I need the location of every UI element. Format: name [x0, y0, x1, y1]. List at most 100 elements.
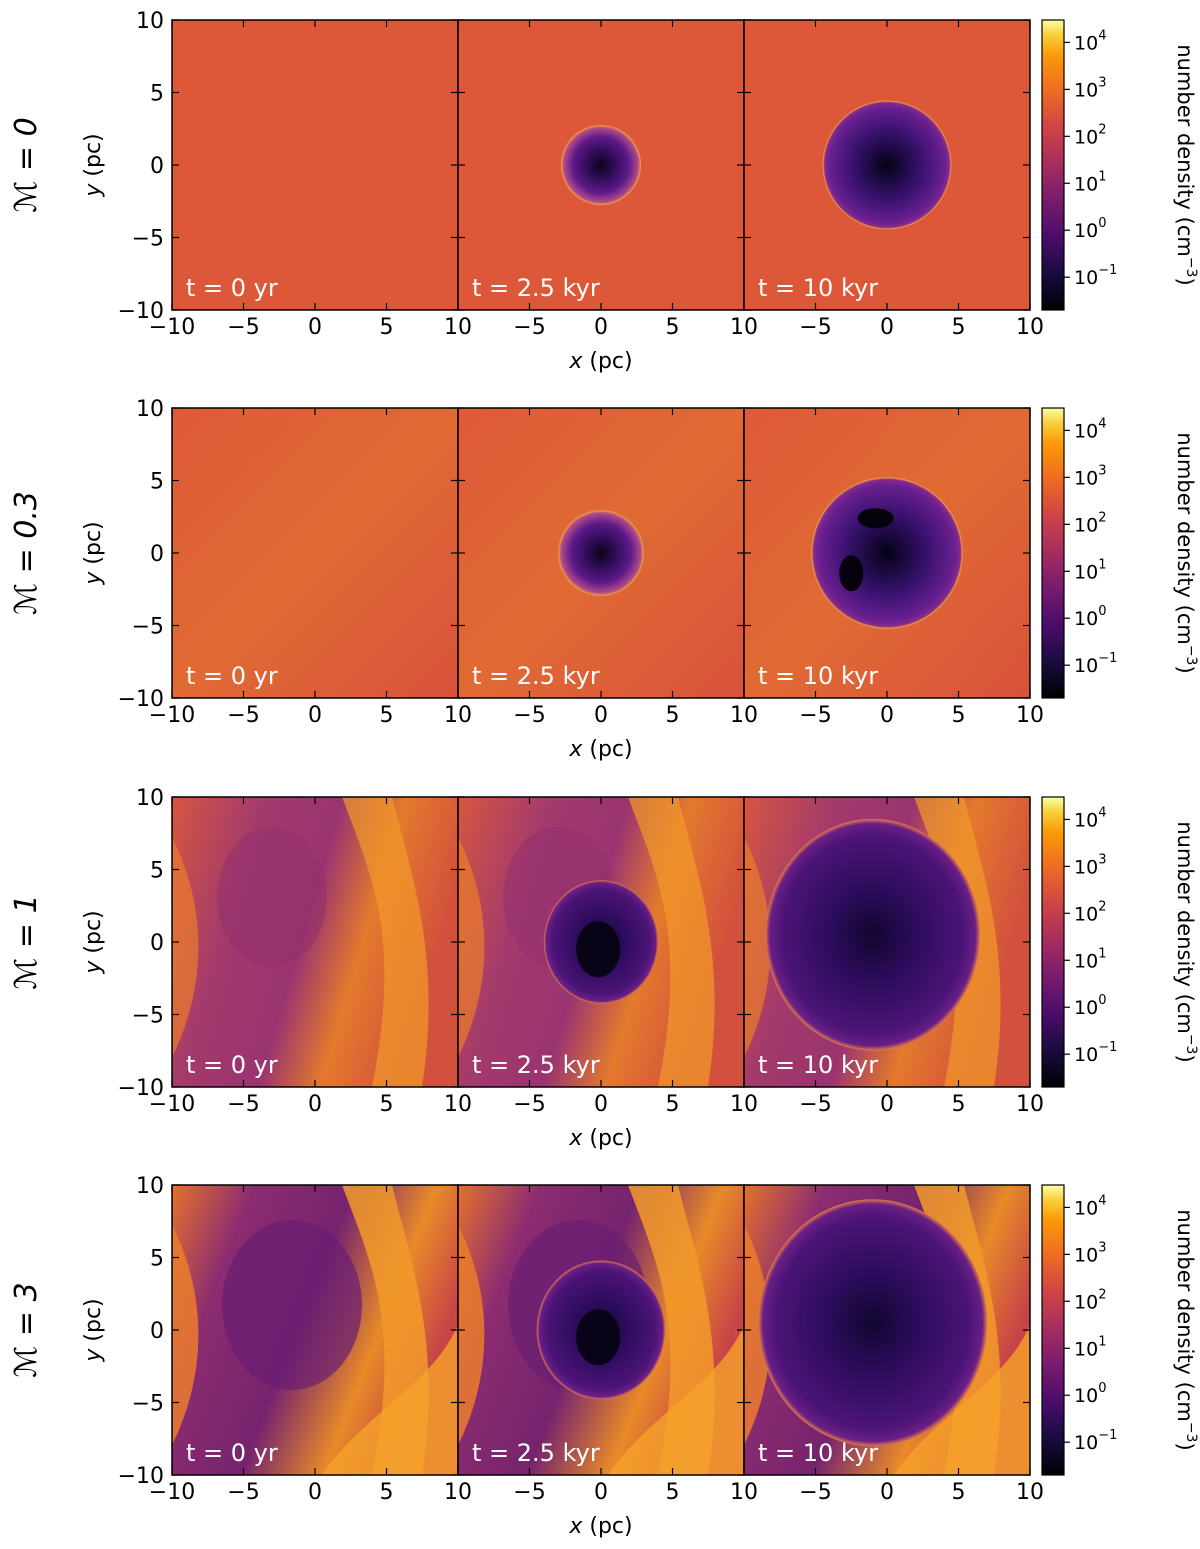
- colorbar-tick-label: 100: [1074, 604, 1106, 630]
- panel-image: [744, 797, 1030, 1087]
- colorbar-gradient: [1041, 796, 1065, 1088]
- y-axis-variable: y: [81, 960, 106, 975]
- y-axis-label: y (pc): [81, 910, 106, 974]
- y-axis-variable: y: [81, 183, 106, 198]
- x-axis-label: x (pc): [568, 1514, 632, 1539]
- colorbar-tick-label: 10−1: [1074, 1428, 1117, 1454]
- dense-filament: [744, 837, 771, 1057]
- x-tick-label: 10: [444, 315, 472, 340]
- x-tick-label: 0: [308, 315, 322, 340]
- dense-clump: [857, 508, 894, 529]
- wind-bubble: [558, 510, 644, 596]
- x-tick-label: 0: [594, 315, 608, 340]
- colorbar-tick-label: 104: [1074, 416, 1106, 442]
- wind-bubble: [811, 477, 963, 629]
- time-label: t = 2.5 kyr: [472, 1051, 600, 1079]
- x-axis-unit: (pc): [582, 737, 632, 762]
- x-tick-label: 5: [952, 703, 966, 728]
- x-tick-label: −10: [149, 703, 195, 728]
- y-axis-unit: (pc): [81, 1298, 106, 1348]
- colorbar-tick-label: 100: [1074, 1381, 1106, 1407]
- colorbar-tick-label: 10−1: [1074, 651, 1117, 677]
- x-axis-label: x (pc): [568, 737, 632, 762]
- y-tick-label: 5: [150, 470, 164, 495]
- x-tick-label: 10: [1016, 703, 1044, 728]
- wind-bubble: [758, 1199, 988, 1447]
- wind-bubble: [765, 818, 980, 1051]
- y-tick-label: −10: [118, 687, 164, 712]
- panel-image: [744, 1185, 1030, 1475]
- x-tick-label: −5: [513, 1480, 545, 1505]
- x-tick-label: 0: [594, 703, 608, 728]
- colorbar-gradient: [1041, 19, 1065, 311]
- panel: t = 10 kyr −5 0 5 10: [743, 407, 1044, 728]
- x-axis-variable: x: [568, 737, 583, 762]
- dense-filament: [894, 1325, 1030, 1475]
- time-label: t = 10 kyr: [758, 662, 878, 690]
- colorbar-tick-label: 102: [1074, 1287, 1106, 1313]
- x-tick-label: −5: [799, 1480, 831, 1505]
- y-tick-label: −5: [132, 1004, 164, 1029]
- low-density-cavity: [217, 827, 327, 967]
- x-tick-label: 10: [730, 1092, 758, 1117]
- y-tick-label: 0: [150, 931, 164, 956]
- panel: t = 0 yr −10 −5 0 5 10: [149, 407, 472, 728]
- x-tick-label: 5: [380, 1480, 394, 1505]
- x-tick-label: −5: [799, 1092, 831, 1117]
- row-2: ℳ = 1t = 0 yr−10 −5 0 5 10t = 2.5 kyr−5 0 5 10t…: [9, 786, 1199, 1151]
- x-tick-label: −5: [513, 1092, 545, 1117]
- x-tick-label: 5: [952, 1480, 966, 1505]
- x-tick-label: 10: [1016, 1092, 1044, 1117]
- y-axis-label: y (pc): [81, 521, 106, 585]
- row-1: ℳ = 0.3t = 0 yr−10 −5 0 5 10t = 2.5 kyr−5 0 5 1…: [9, 397, 1199, 762]
- x-tick-label: 5: [380, 315, 394, 340]
- x-axis-unit: (pc): [582, 1126, 632, 1151]
- time-label: t = 2.5 kyr: [472, 662, 600, 690]
- colorbar: 104 103 102 101 100 10−1 number density (cm−3): [1041, 796, 1199, 1088]
- row-0: ℳ = 0t = 0 yr−10 −5 0 5 10t = 2.5 kyr−5 0 5 10t…: [9, 9, 1199, 374]
- y-tick-label: −10: [118, 299, 164, 324]
- x-tick-label: −5: [227, 703, 259, 728]
- panel-image: [172, 797, 458, 1087]
- dense-clump: [839, 555, 864, 592]
- x-tick-label: 10: [444, 1480, 472, 1505]
- x-tick-label: 0: [880, 1092, 894, 1117]
- x-tick-label: −5: [227, 1480, 259, 1505]
- colorbar-tick-label: 103: [1074, 463, 1106, 489]
- y-tick-label: 10: [136, 9, 164, 34]
- colorbar-gradient: [1041, 1184, 1065, 1476]
- row-3: ℳ = 3t = 0 yr−10 −5 0 5 10t = 2.5 kyr−5 0 5 10t…: [9, 1174, 1199, 1539]
- y-tick-label: 10: [136, 786, 164, 811]
- dense-filament: [458, 837, 485, 1057]
- x-tick-label: 0: [880, 703, 894, 728]
- x-tick-label: 10: [730, 315, 758, 340]
- dense-filament: [744, 1225, 771, 1445]
- x-tick-label: 0: [308, 1092, 322, 1117]
- panel-image: [458, 20, 744, 310]
- x-tick-label: 10: [730, 703, 758, 728]
- colorbar-tick-label: 104: [1074, 28, 1106, 54]
- x-tick-label: 10: [1016, 1480, 1044, 1505]
- y-axis-label: y (pc): [81, 1298, 106, 1362]
- panel: t = 2.5 kyr −5 0 5 10: [457, 19, 758, 340]
- y-axis-unit: (pc): [81, 910, 106, 960]
- x-tick-label: 10: [444, 703, 472, 728]
- panel: t = 0 yr −10 −5 0 5 10: [149, 19, 472, 340]
- colorbar-tick-label: 103: [1074, 75, 1106, 101]
- panel: t = 2.5 kyr −5 0 5 10: [457, 796, 758, 1117]
- x-tick-label: 5: [666, 703, 680, 728]
- colorbar-tick-label: 101: [1074, 1334, 1106, 1360]
- colorbar-tick-label: 101: [1074, 169, 1106, 195]
- panel: t = 2.5 kyr −5 0 5 10: [457, 407, 758, 728]
- mach-label: ℳ = 3: [9, 1282, 44, 1377]
- dense-filament: [172, 1225, 199, 1445]
- x-axis-label: x (pc): [568, 1126, 632, 1151]
- colorbar-tick-label: 103: [1074, 852, 1106, 878]
- time-label: t = 10 kyr: [758, 274, 878, 302]
- low-density-cavity: [222, 1220, 362, 1390]
- colorbar-tick-label: 100: [1074, 216, 1106, 242]
- y-axis-label: y (pc): [81, 133, 106, 197]
- panel: t = 10 kyr −5 0 5 10: [743, 796, 1044, 1117]
- x-tick-label: 5: [666, 1480, 680, 1505]
